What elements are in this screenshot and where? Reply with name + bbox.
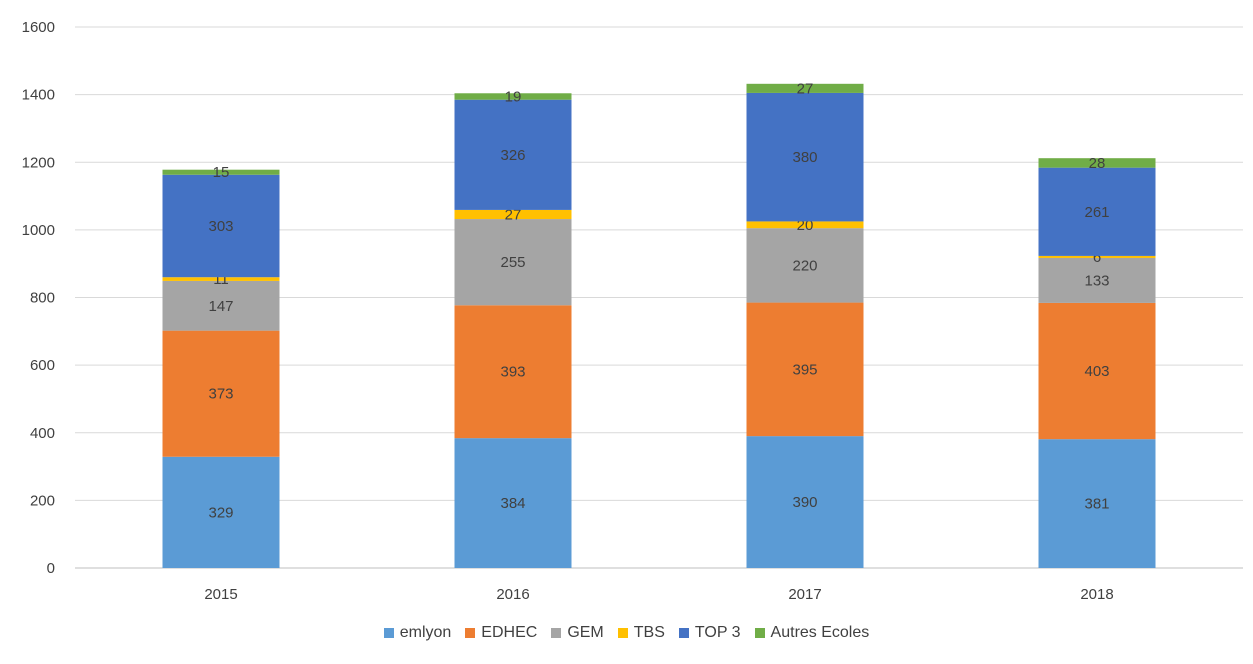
data-label-tbs-2016: 27 — [505, 206, 522, 223]
chart-svg: 0200400600800100012001400160032937314711… — [22, 19, 1243, 603]
x-tick-label-2017: 2017 — [788, 586, 821, 603]
data-label-edhec-2017: 395 — [792, 361, 817, 378]
data-label-tbs-2018: 6 — [1093, 249, 1101, 266]
data-label-autres-ecoles-2018: 28 — [1089, 155, 1106, 172]
legend-label: TBS — [633, 624, 665, 641]
bar-edhec-2015 — [162, 330, 280, 457]
data-label-autres-ecoles-2017: 27 — [797, 80, 814, 97]
y-tick-label-1600: 1600 — [22, 19, 55, 36]
legend-swatch — [754, 628, 765, 638]
legend-item-autres-ecoles: Autres Ecoles — [754, 624, 870, 642]
data-label-emlyon-2017: 390 — [792, 494, 817, 511]
bar-top-3-2018 — [1038, 167, 1156, 256]
x-tick-label-2016: 2016 — [496, 586, 529, 603]
data-label-edhec-2018: 403 — [1084, 363, 1109, 380]
legend-label: EDHEC — [481, 624, 538, 641]
bar-emlyon-2018 — [1038, 439, 1156, 568]
bar-edhec-2017 — [746, 302, 864, 437]
legend-swatch — [383, 628, 394, 638]
chart-legend: emlyon EDHEC GEM TBS TOP 3 Autres Ecoles — [0, 624, 1253, 642]
bar-gem-2016 — [454, 219, 572, 306]
data-label-autres-ecoles-2015: 15 — [213, 164, 230, 181]
legend-label: TOP 3 — [694, 624, 741, 641]
legend-item-edhec: EDHEC — [465, 624, 537, 642]
y-tick-label-800: 800 — [30, 290, 55, 307]
legend-label: GEM — [567, 624, 604, 641]
bar-gem-2015 — [162, 280, 280, 331]
data-label-gem-2016: 255 — [500, 254, 525, 271]
bar-edhec-2018 — [1038, 302, 1156, 440]
bar-gem-2018 — [1038, 257, 1156, 303]
data-label-top-3-2016: 326 — [500, 147, 525, 164]
data-label-gem-2018: 133 — [1084, 272, 1109, 289]
y-tick-label-1400: 1400 — [22, 87, 55, 104]
x-tick-label-2015: 2015 — [204, 586, 237, 603]
bar-emlyon-2015 — [162, 456, 280, 568]
bar-top-3-2015 — [162, 174, 280, 278]
bar-edhec-2016 — [454, 305, 572, 439]
bar-autres-ecoles-2018 — [1038, 158, 1156, 168]
data-label-emlyon-2016: 384 — [500, 495, 525, 512]
bar-tbs-2015 — [162, 277, 280, 281]
legend-swatch — [465, 628, 476, 638]
legend-swatch — [617, 628, 628, 638]
bar-top-3-2016 — [454, 99, 572, 210]
data-label-edhec-2016: 393 — [500, 364, 525, 381]
bar-tbs-2017 — [746, 221, 864, 229]
y-tick-label-200: 200 — [30, 492, 55, 509]
bar-top-3-2017 — [746, 92, 864, 222]
data-label-gem-2015: 147 — [208, 298, 233, 315]
legend-label: Autres Ecoles — [770, 624, 870, 641]
data-label-top-3-2017: 380 — [792, 149, 817, 166]
data-label-edhec-2015: 373 — [208, 386, 233, 403]
data-label-emlyon-2018: 381 — [1084, 496, 1109, 513]
legend-swatch — [678, 628, 689, 638]
legend-item-top-3: TOP 3 — [678, 624, 741, 642]
data-label-emlyon-2015: 329 — [208, 504, 233, 521]
y-tick-label-400: 400 — [30, 425, 55, 442]
legend-item-tbs: TBS — [617, 624, 665, 642]
data-label-gem-2017: 220 — [792, 257, 817, 274]
data-label-top-3-2018: 261 — [1084, 204, 1109, 221]
data-label-autres-ecoles-2016: 19 — [505, 88, 522, 105]
bar-gem-2017 — [746, 228, 864, 303]
legend-item-gem: GEM — [551, 624, 604, 642]
bar-emlyon-2017 — [746, 436, 864, 568]
legend-swatch — [551, 628, 562, 638]
data-label-top-3-2015: 303 — [208, 218, 233, 235]
bar-autres-ecoles-2015 — [162, 169, 280, 175]
bar-emlyon-2016 — [454, 438, 572, 568]
y-tick-label-1200: 1200 — [22, 154, 55, 171]
bar-tbs-2016 — [454, 209, 572, 220]
bar-autres-ecoles-2017 — [746, 83, 864, 93]
x-tick-label-2018: 2018 — [1080, 586, 1113, 603]
bar-tbs-2018 — [1038, 255, 1156, 258]
y-tick-label-600: 600 — [30, 357, 55, 374]
y-tick-label-0: 0 — [47, 560, 55, 577]
bar-autres-ecoles-2016 — [454, 93, 572, 100]
legend-item-emlyon: emlyon — [383, 624, 452, 642]
legend-label: emlyon — [399, 624, 452, 641]
y-tick-label-1000: 1000 — [22, 222, 55, 239]
